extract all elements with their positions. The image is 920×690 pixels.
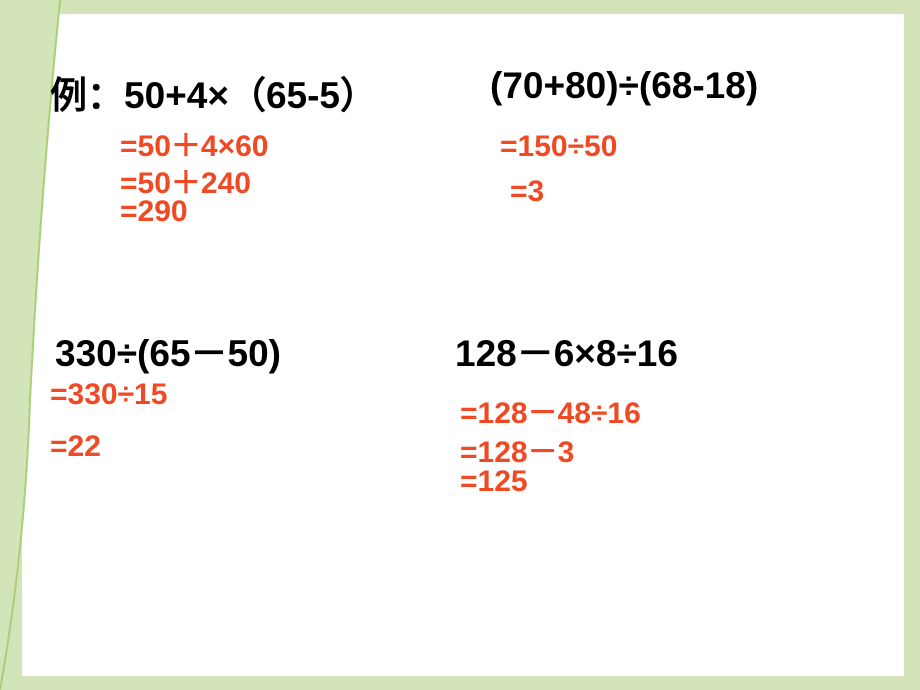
problem-2-step-2: =3 [510,175,544,209]
problem-4-step-3: =125 [460,465,528,499]
problem-1-expression: 50+4×（65-5） [124,75,377,116]
problem-3-expression: 330÷(65－50) [55,323,281,377]
example-label: 例：50+4×（65-5） [50,65,377,119]
label-prefix: 例： [50,75,124,116]
problem-3-step-1: =330÷15 [50,378,167,412]
problem-4-expression: 128－6×8÷16 [455,323,678,377]
problem-1-step-3: =290 [120,195,188,229]
problem-4-step-1: =128－48÷16 [460,388,641,432]
problem-2-expression: (70+80)÷(68-18) [490,65,758,107]
problem-3-step-2: =22 [50,430,101,464]
problem-2-step-1: =150÷50 [500,130,617,164]
